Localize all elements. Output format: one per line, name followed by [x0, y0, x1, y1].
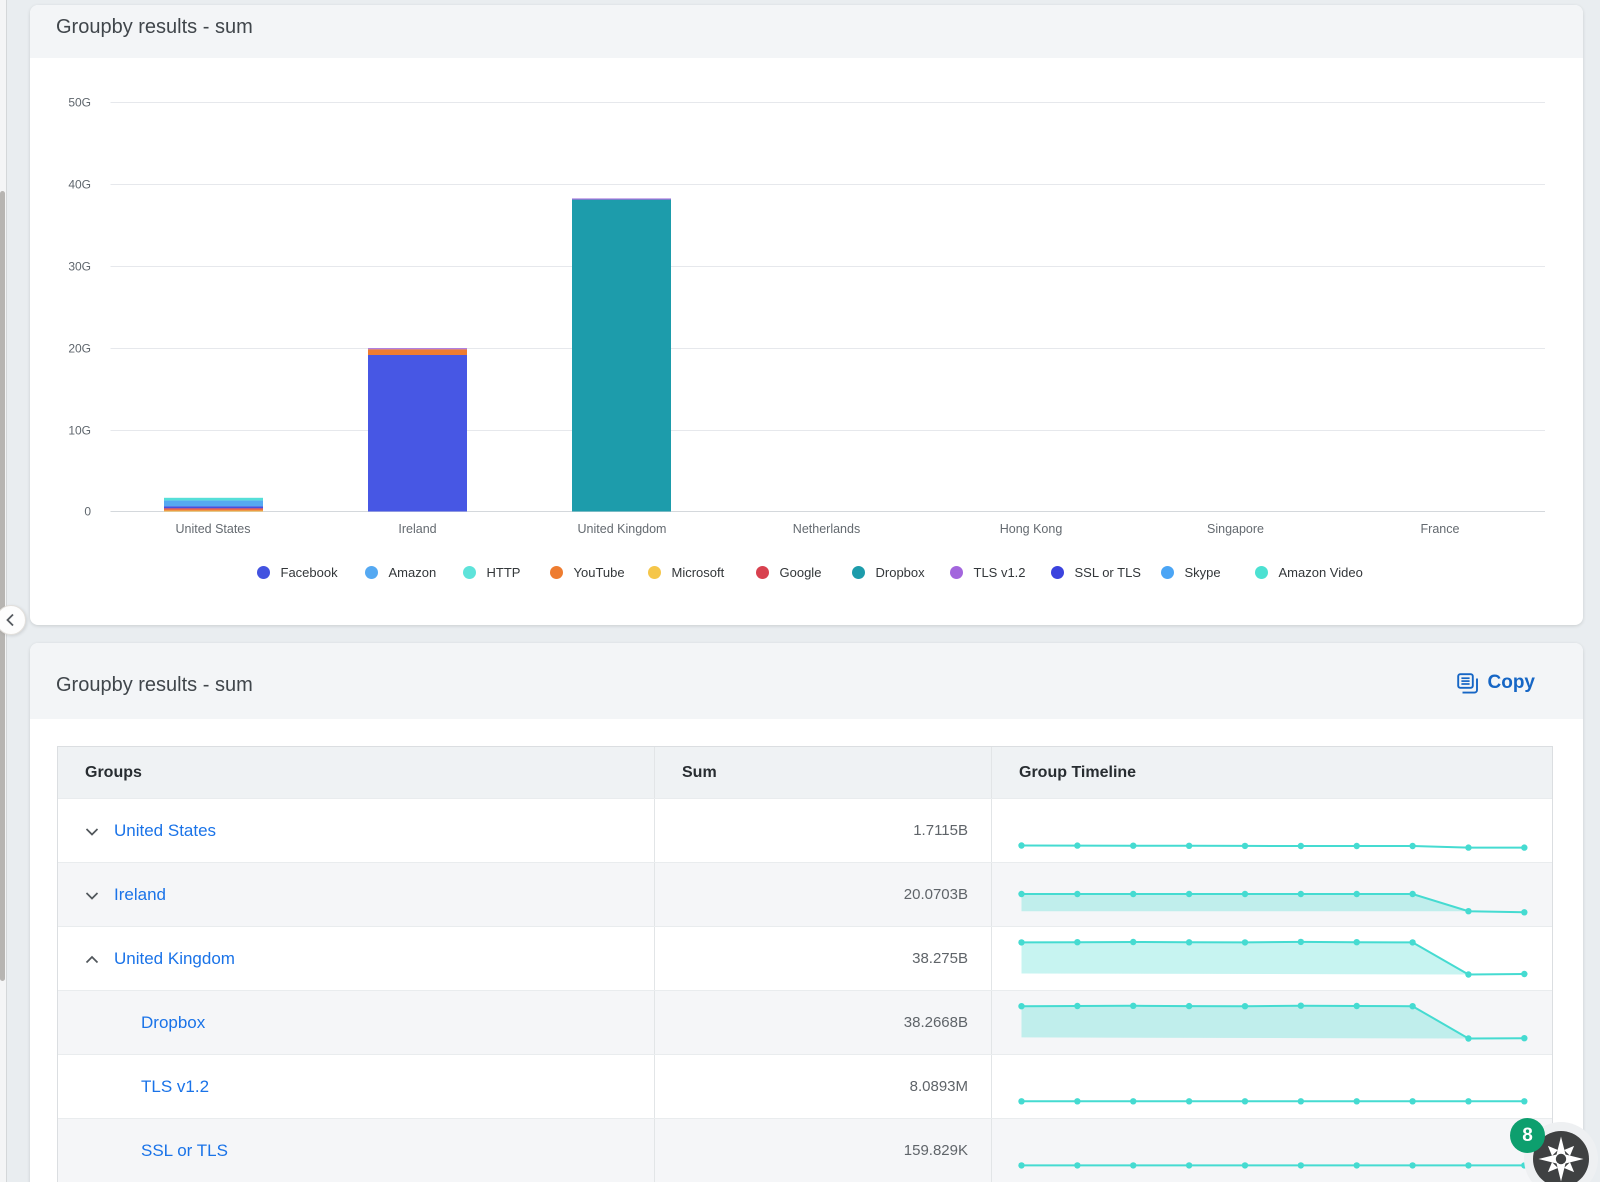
svg-text:France: France	[1421, 522, 1460, 536]
svg-text:50G: 50G	[68, 96, 91, 110]
svg-text:0: 0	[84, 505, 91, 519]
svg-text:United States: United States	[175, 522, 250, 536]
svg-text:40G: 40G	[68, 178, 91, 192]
svg-text:10G: 10G	[68, 424, 91, 438]
svg-text:Singapore: Singapore	[1207, 522, 1264, 536]
svg-text:20G: 20G	[68, 342, 91, 356]
svg-text:United Kingdom: United Kingdom	[578, 522, 667, 536]
svg-text:Netherlands: Netherlands	[793, 522, 860, 536]
svg-text:Hong Kong: Hong Kong	[1000, 522, 1063, 536]
svg-text:Ireland: Ireland	[398, 522, 436, 536]
svg-text:30G: 30G	[68, 260, 91, 274]
